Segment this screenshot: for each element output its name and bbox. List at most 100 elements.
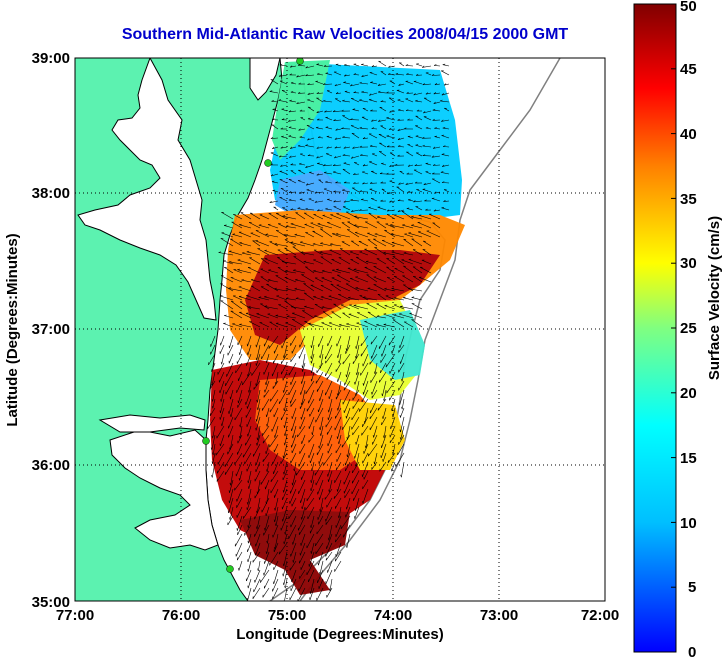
velocity-arrow (323, 188, 333, 193)
velocity-arrow (351, 133, 360, 139)
velocity-patch-east-cyan (360, 310, 425, 380)
velocity-arrow-head (271, 118, 275, 120)
velocity-arrow (268, 269, 279, 274)
velocity-arrow-head (397, 145, 401, 147)
velocity-arrow (317, 73, 324, 76)
velocity-arrow (297, 587, 306, 601)
velocity-arrow (320, 497, 324, 512)
velocity-arrow (247, 551, 252, 562)
velocity-arrow (351, 407, 360, 421)
velocity-arrow (312, 425, 315, 435)
velocity-arrow (295, 279, 306, 283)
velocity-arrow (308, 569, 315, 583)
velocity-arrow (376, 221, 387, 229)
velocity-arrow (416, 189, 423, 193)
velocity-arrow (212, 461, 216, 478)
velocity-arrow (369, 416, 378, 431)
velocity-arrow (370, 198, 378, 202)
velocity-arrow (417, 231, 432, 238)
velocity-arrow (333, 110, 342, 113)
velocity-arrow (271, 124, 279, 130)
velocity-arrow (227, 443, 234, 455)
velocity-arrow (242, 252, 252, 256)
velocity-arrow (364, 267, 378, 274)
velocity-arrow (255, 542, 261, 556)
velocity-arrow (413, 169, 423, 175)
velocity-arrow (349, 251, 360, 256)
velocity-arrow (343, 479, 351, 494)
velocity-arrow (311, 542, 315, 554)
velocity-arrow (380, 71, 387, 76)
velocity-arrow (264, 335, 270, 347)
velocity-arrow-head (432, 163, 436, 166)
velocity-arrow (272, 380, 279, 389)
velocity-arrow (264, 306, 279, 310)
velocity-arrow (398, 182, 405, 185)
velocity-arrow (342, 189, 351, 193)
velocity-arrow (259, 322, 270, 328)
velocity-arrow (418, 215, 432, 220)
velocity-arrow (323, 100, 333, 103)
velocity-arrow (389, 80, 396, 85)
velocity-arrow-head (443, 199, 446, 202)
velocity-arrow-head (337, 515, 340, 519)
velocity-arrow (413, 276, 423, 283)
velocity-arrow (303, 212, 315, 220)
velocity-arrow (373, 266, 387, 274)
velocity-arrow (288, 506, 297, 519)
velocity-arrow (220, 283, 234, 292)
velocity-arrow-head (425, 127, 429, 129)
velocity-arrow-head (344, 74, 347, 77)
velocity-arrow (373, 276, 387, 283)
velocity-arrow-head (313, 270, 316, 272)
velocity-arrow (291, 569, 297, 583)
velocity-arrow (273, 569, 279, 585)
velocity-arrow (290, 335, 297, 346)
velocity-arrow (283, 380, 288, 393)
velocity-arrow (368, 133, 378, 139)
velocity-arrow (362, 182, 369, 185)
velocity-arrow-head (258, 224, 262, 226)
velocity-arrow (269, 551, 279, 566)
velocity-arrow (387, 452, 396, 463)
velocity-arrow (425, 72, 432, 76)
velocity-arrow-head (434, 83, 438, 86)
velocity-arrow (254, 506, 261, 520)
velocity-arrow (381, 434, 387, 448)
velocity-arrow-head (295, 278, 298, 281)
velocity-arrow (335, 233, 351, 238)
velocity-arrow (253, 443, 261, 457)
velocity-arrow (343, 470, 351, 485)
velocity-arrow-head (265, 233, 268, 235)
velocity-arrow (230, 238, 243, 247)
velocity-arrow-head (422, 136, 425, 139)
velocity-arrow (319, 560, 324, 575)
velocity-arrow (272, 587, 279, 600)
velocity-arrow-head (323, 164, 326, 167)
velocity-arrow (377, 398, 387, 411)
velocity-arrow (282, 497, 288, 510)
velocity-arrow (374, 362, 378, 374)
velocity-arrow (288, 362, 297, 376)
velocity-arrow (296, 101, 306, 104)
velocity-arrow (281, 335, 288, 349)
velocity-arrow (316, 155, 324, 159)
velocity-arrow (335, 128, 342, 131)
velocity-arrow-head (343, 146, 346, 149)
velocity-arrow-head (271, 180, 275, 182)
velocity-arrow (314, 461, 324, 476)
velocity-arrow-head (401, 378, 403, 382)
velocity-arrow (371, 461, 378, 470)
velocity-arrow (327, 199, 333, 202)
velocity-arrow (425, 171, 432, 175)
velocity-arrow (280, 452, 288, 464)
velocity-arrow (229, 261, 243, 265)
velocity-arrow (398, 109, 405, 112)
velocity-arrow-head (391, 287, 395, 289)
velocity-arrow (274, 488, 279, 498)
velocity-arrow (299, 199, 306, 202)
velocity-arrow (373, 238, 387, 247)
velocity-arrow (387, 277, 396, 283)
velocity-arrow (301, 274, 315, 283)
velocity-arrow-head (378, 119, 381, 122)
